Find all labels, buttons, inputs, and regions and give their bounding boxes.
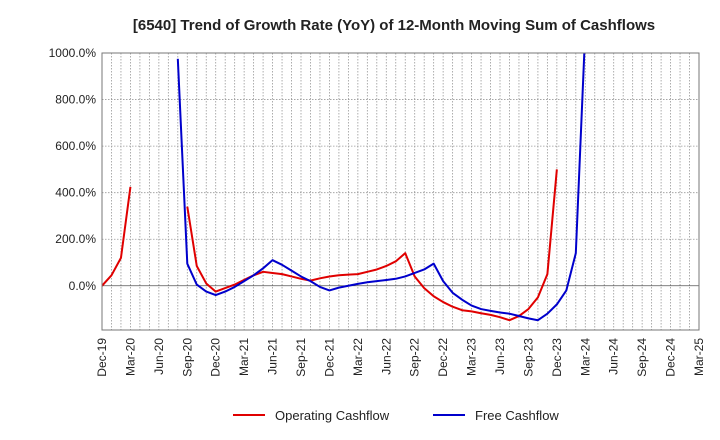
x-tick-label: Mar-21 bbox=[237, 338, 251, 376]
grid bbox=[101, 52, 700, 330]
series-line-0 bbox=[102, 186, 132, 287]
y-tick-label: 200.0% bbox=[55, 232, 96, 246]
x-tick-label: Dec-20 bbox=[209, 338, 223, 377]
series-line-0 bbox=[186, 169, 558, 322]
y-tick-label: 1000.0% bbox=[49, 46, 97, 60]
legend-label: Operating Cashflow bbox=[275, 408, 390, 423]
x-tick-label: Sep-24 bbox=[635, 338, 649, 377]
x-tick-label: Jun-20 bbox=[152, 338, 166, 375]
x-tick-label: Dec-22 bbox=[436, 338, 450, 377]
x-tick-label: Dec-21 bbox=[322, 338, 336, 377]
x-tick-label: Dec-23 bbox=[550, 338, 564, 377]
y-tick-label: 800.0% bbox=[55, 93, 96, 107]
x-tick-label: Jun-21 bbox=[266, 338, 280, 375]
plot-frame bbox=[101, 52, 700, 331]
x-tick-label: Mar-23 bbox=[465, 338, 479, 376]
x-axis-ticks: Dec-19 Mar-20 Jun-20 Sep-20 Dec-20 Mar-21 Jun-… bbox=[95, 338, 706, 377]
x-tick-label: Dec-19 bbox=[95, 338, 109, 377]
legend: Operating Cashflow Free Cashflow bbox=[233, 408, 559, 423]
x-tick-label: Sep-21 bbox=[294, 338, 308, 377]
x-tick-label: Jun-22 bbox=[379, 338, 393, 375]
y-tick-label: 0.0% bbox=[69, 279, 97, 293]
y-tick-label: 600.0% bbox=[55, 139, 96, 153]
x-tick-label: Jun-24 bbox=[607, 338, 621, 375]
x-tick-label: Sep-20 bbox=[180, 338, 194, 377]
x-tick-label: Sep-23 bbox=[521, 338, 535, 377]
legend-label: Free Cashflow bbox=[475, 408, 559, 423]
x-tick-label: Sep-22 bbox=[408, 338, 422, 377]
x-tick-label: Jun-23 bbox=[493, 338, 507, 375]
y-tick-label: 400.0% bbox=[55, 186, 96, 200]
x-tick-label: Mar-25 bbox=[692, 338, 706, 376]
x-tick-label: Mar-22 bbox=[351, 338, 365, 376]
y-axis-ticks: 1000.0% 800.0% 600.0% 400.0% 200.0% 0.0% bbox=[49, 46, 97, 293]
chart-title: [6540] Trend of Growth Rate (YoY) of 12-… bbox=[133, 17, 655, 34]
series-line-1 bbox=[176, 53, 586, 322]
x-tick-label: Mar-20 bbox=[123, 338, 137, 376]
x-tick-label: Mar-24 bbox=[578, 338, 592, 376]
x-tick-label: Dec-24 bbox=[664, 338, 678, 377]
series-layer bbox=[102, 53, 586, 322]
